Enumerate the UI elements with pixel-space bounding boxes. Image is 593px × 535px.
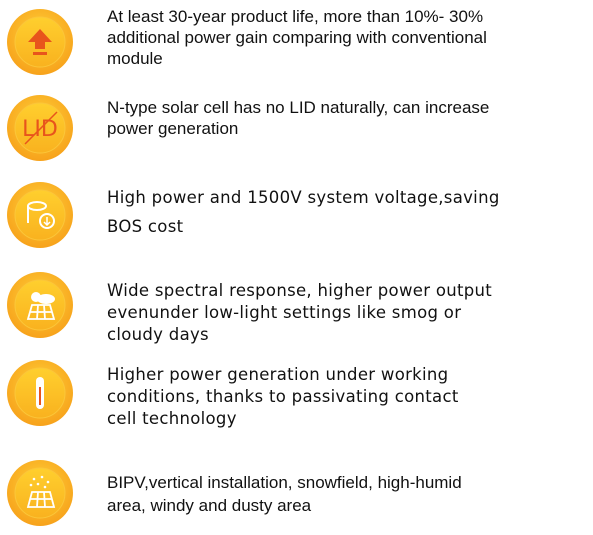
feature-text: power generation (107, 119, 238, 138)
cloud (37, 294, 55, 304)
feature-text: N-type solar cell has no LID naturally, … (107, 98, 489, 117)
feature-icon (7, 460, 73, 526)
arrow-icon (28, 29, 52, 49)
feature-icon: LID (7, 95, 73, 161)
snow (32, 477, 36, 481)
icon-inner (14, 189, 66, 241)
feature-text: area, windy and dusty area (107, 496, 312, 515)
feature-text: additional power gain comparing with con… (107, 28, 487, 47)
icon-label: LID (22, 117, 58, 142)
snow (40, 475, 44, 479)
feature-text: cloudy days (107, 325, 209, 344)
feature-icon (7, 9, 73, 75)
feature-text: Wide spectral response, higher power out… (107, 281, 492, 300)
feature-text: Higher power generation under working (107, 365, 448, 384)
feature-item: LID N-type solar cell has no LID naturall… (7, 95, 489, 161)
snow (46, 480, 50, 484)
feature-text: High power and 1500V system voltage,savi… (107, 188, 500, 207)
panel (26, 304, 56, 320)
feature-item: At least 30-year product life, more than… (7, 7, 487, 75)
snow (36, 482, 40, 486)
feature-icon (7, 272, 73, 338)
slash (24, 111, 58, 145)
feature-text: BIPV,vertical installation, snowfield, h… (107, 473, 462, 492)
feature-text: conditions, thanks to passivating contac… (107, 387, 459, 406)
feature-icon (7, 182, 73, 248)
feature-icon (7, 360, 73, 426)
snow (29, 483, 33, 487)
feature-item: Wide spectral response, higher power out… (7, 272, 492, 344)
down-arrow (43, 217, 51, 227)
feature-item: High power and 1500V system voltage,savi… (7, 182, 500, 248)
feature-text: cell technology (107, 409, 237, 428)
feature-text: module (107, 49, 163, 68)
snow (43, 485, 47, 489)
down-circle (39, 213, 55, 229)
feature-text: At least 30-year product life, more than… (107, 7, 483, 26)
feature-text: evenunder low-light settings like smog o… (107, 303, 461, 322)
icon-inner (14, 467, 66, 519)
arrow-base (33, 52, 47, 55)
feature-text: BOS cost (107, 217, 184, 236)
feature-item: Higher power generation under working con… (7, 360, 459, 428)
panel (26, 491, 56, 508)
thermo-fill (39, 387, 41, 405)
feature-item: BIPV,vertical installation, snowfield, h… (7, 460, 462, 526)
